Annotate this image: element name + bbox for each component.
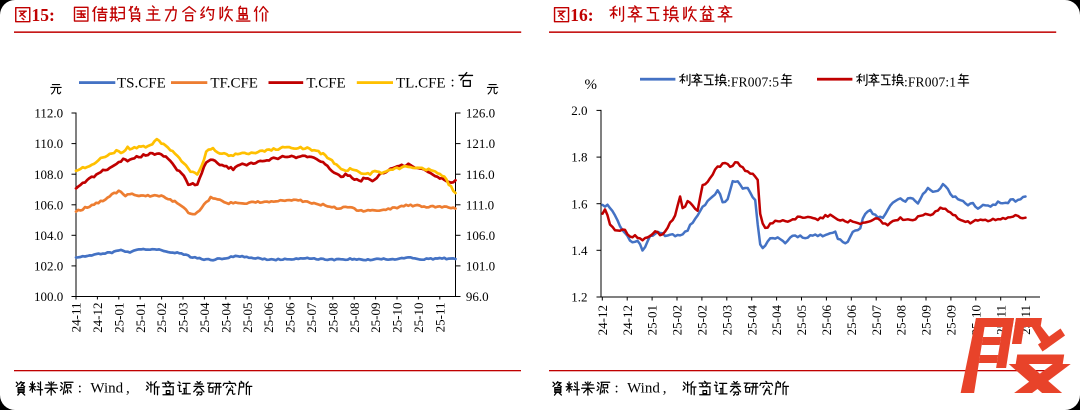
svg-text:25-02: 25-02 <box>695 305 710 335</box>
svg-text:126.0: 126.0 <box>466 106 495 121</box>
svg-text:25-06: 25-06 <box>261 302 276 333</box>
svg-text:25-06: 25-06 <box>283 302 298 333</box>
svg-text:25-03: 25-03 <box>176 303 191 333</box>
svg-text:104.0: 104.0 <box>34 228 63 243</box>
svg-text:25-08: 25-08 <box>894 305 909 335</box>
svg-text:111.0: 111.0 <box>466 197 494 212</box>
svg-text:TF.CFE: TF.CFE <box>210 75 258 91</box>
svg-text:25-05: 25-05 <box>794 305 809 335</box>
svg-text:Wind: Wind <box>627 381 660 397</box>
svg-text:15:: 15: <box>32 5 55 25</box>
svg-text:108.0: 108.0 <box>34 167 63 182</box>
svg-text:1.4: 1.4 <box>571 243 588 258</box>
svg-text:25-04: 25-04 <box>218 302 233 333</box>
svg-text:25-03: 25-03 <box>719 305 734 335</box>
svg-text:25-09: 25-09 <box>368 303 383 333</box>
svg-text:102.0: 102.0 <box>34 259 63 274</box>
svg-text:1.6: 1.6 <box>571 196 588 211</box>
svg-text:25-08: 25-08 <box>347 303 362 333</box>
svg-text:25-05: 25-05 <box>240 303 255 333</box>
svg-text:25-06: 25-06 <box>819 305 834 336</box>
svg-text:16:: 16: <box>570 5 593 25</box>
svg-text:25-04: 25-04 <box>744 305 759 336</box>
svg-text:25-01: 25-01 <box>645 305 660 335</box>
svg-text:Wind: Wind <box>90 381 123 397</box>
svg-text:100.0: 100.0 <box>34 289 63 304</box>
svg-text:101.0: 101.0 <box>466 259 495 274</box>
svg-text::: : <box>451 75 455 91</box>
svg-text:106.0: 106.0 <box>466 228 495 243</box>
svg-text:25-11: 25-11 <box>432 303 447 333</box>
svg-text:25-07: 25-07 <box>304 302 319 333</box>
svg-text:25-02: 25-02 <box>154 303 169 333</box>
svg-text:25-10: 25-10 <box>390 303 405 333</box>
svg-text::FR007:5: :FR007:5 <box>727 74 779 89</box>
svg-text:121.0: 121.0 <box>466 136 495 151</box>
svg-text:24-12: 24-12 <box>90 303 105 333</box>
svg-text:25-06: 25-06 <box>844 305 859 336</box>
svg-text:%: % <box>585 77 598 93</box>
svg-text:25-08: 25-08 <box>325 303 340 333</box>
svg-text:112.0: 112.0 <box>34 106 63 121</box>
svg-text:2.0: 2.0 <box>571 103 587 118</box>
svg-text::: : <box>615 381 619 397</box>
svg-text:1.8: 1.8 <box>571 150 587 165</box>
svg-text:1.2: 1.2 <box>571 290 587 305</box>
svg-text:25-01: 25-01 <box>111 303 126 333</box>
svg-text:,: , <box>663 381 667 397</box>
svg-text:25-10: 25-10 <box>411 303 426 333</box>
svg-text:24-12: 24-12 <box>595 305 610 335</box>
svg-text:,: , <box>126 381 130 397</box>
svg-text:25-09: 25-09 <box>944 305 959 335</box>
svg-text:TL.CFE: TL.CFE <box>396 75 446 91</box>
svg-text:24-12: 24-12 <box>620 305 635 335</box>
svg-text:25-09: 25-09 <box>919 305 934 335</box>
svg-text:25-04: 25-04 <box>769 305 784 336</box>
svg-text:25-04: 25-04 <box>197 302 212 333</box>
svg-text::FR007:1: :FR007:1 <box>904 74 956 89</box>
svg-text:116.0: 116.0 <box>466 167 495 182</box>
svg-text:106.0: 106.0 <box>34 197 63 212</box>
svg-text:25-02: 25-02 <box>670 305 685 335</box>
svg-text:24-11: 24-11 <box>69 303 84 333</box>
svg-text:25-07: 25-07 <box>869 305 884 336</box>
svg-text:T.CFE: T.CFE <box>306 75 345 91</box>
svg-text:110.0: 110.0 <box>34 136 63 151</box>
svg-text::: : <box>78 381 82 397</box>
svg-text:25-01: 25-01 <box>133 303 148 333</box>
svg-text:96.0: 96.0 <box>466 289 489 304</box>
svg-text:TS.CFE: TS.CFE <box>117 75 166 91</box>
